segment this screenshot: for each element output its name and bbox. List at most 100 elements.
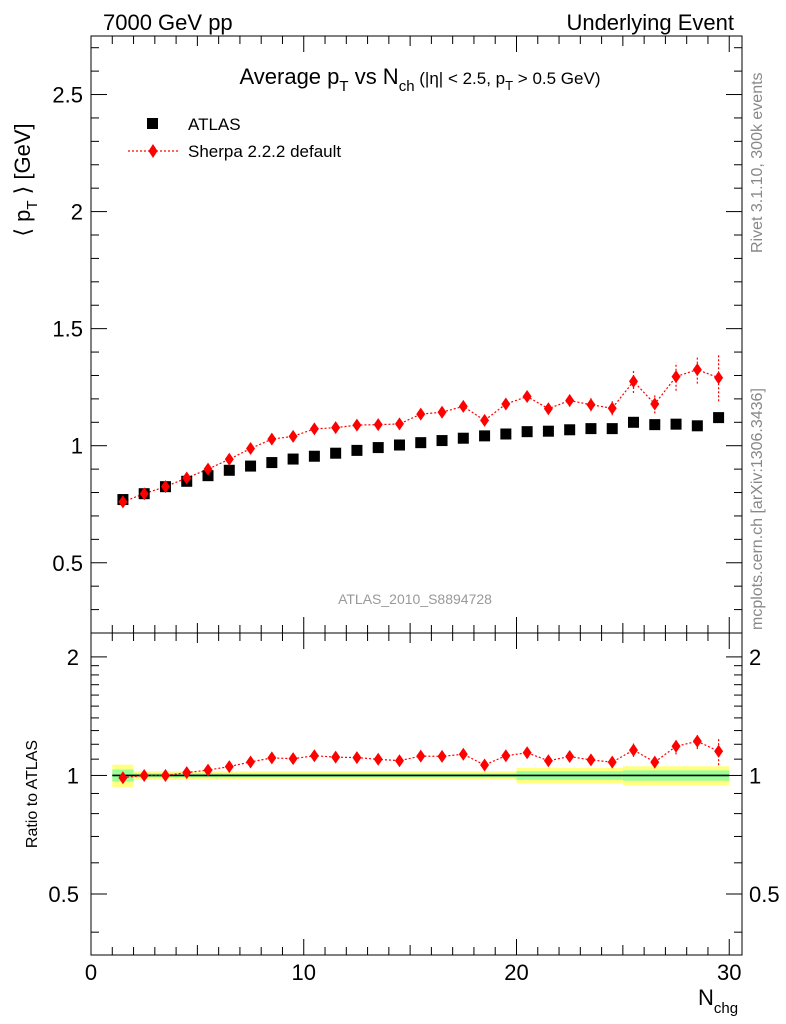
- atlas-data-point: [308, 450, 320, 462]
- atlas-data-point: [670, 418, 682, 430]
- sherpa-data-point: [629, 374, 638, 388]
- header-right-label: Underlying Event: [566, 10, 734, 35]
- sherpa-data-point: [437, 405, 447, 419]
- main-axes: 0.5 1 1.5 2 2.5: [52, 36, 742, 633]
- main-data-marks: [117, 354, 725, 509]
- atlas-data-point: [266, 457, 278, 469]
- ratio-data-point: [224, 760, 234, 774]
- sherpa-data-point: [309, 422, 319, 436]
- ratio-data-point: [352, 751, 362, 765]
- atlas-data-point: [606, 423, 618, 435]
- main-y-tick-label: 2.5: [52, 83, 83, 108]
- ratio-data-point: [501, 749, 511, 763]
- legend-sherpa-label: Sherpa 2.2.2 default: [188, 142, 341, 161]
- atlas-data-point: [436, 435, 448, 447]
- atlas-data-point: [415, 437, 427, 449]
- sherpa-data-point: [480, 413, 490, 427]
- sherpa-data-point: [650, 397, 660, 411]
- atlas-data-point: [245, 460, 257, 472]
- ratio-data-point: [586, 753, 596, 767]
- ratio-data-point: [416, 749, 426, 763]
- ratio-uncertainty-band: [112, 764, 730, 787]
- atlas-data-point: [585, 423, 597, 435]
- ratio-y-tick-label: 1: [67, 763, 79, 788]
- main-y-tick-label: 1: [71, 434, 83, 459]
- atlas-data-point: [691, 420, 703, 432]
- x-tick-label: 20: [504, 960, 528, 985]
- sherpa-data-point: [182, 471, 192, 485]
- atlas-data-point: [287, 453, 299, 465]
- ratio-data-point: [203, 763, 213, 777]
- ratio-data-point: [565, 750, 575, 764]
- sherpa-data-point: [543, 402, 553, 416]
- mcplots-label: mcplots.cern.ch [arXiv:1306.3436]: [749, 388, 766, 630]
- analysis-id-label: ATLAS_2010_S8894728: [338, 591, 492, 607]
- x-tick-label: 10: [292, 960, 316, 985]
- ratio-data-point: [309, 749, 319, 763]
- ratio-y-tick-label-right: 0.5: [749, 882, 780, 907]
- atlas-data-point: [542, 425, 554, 437]
- atlas-data-point: [351, 444, 363, 456]
- main-y-axis-label: ⟨ pT ⟩ [GeV]: [10, 123, 41, 236]
- ratio-data-point: [139, 768, 149, 782]
- ratio-y-tick-label-right: 2: [749, 645, 761, 670]
- atlas-data-point: [457, 432, 469, 444]
- main-plot-title: Average pT vs Nch (|η| < 2.5, pT > 0.5 G…: [240, 64, 601, 95]
- ratio-data-point: [118, 771, 128, 785]
- sherpa-data-point: [224, 452, 234, 466]
- ratio-data-point: [692, 734, 702, 748]
- sherpa-data-point: [522, 390, 532, 404]
- atlas-data-point: [479, 430, 491, 442]
- ratio-axes: 0.5 0.51 12 20 10 20 30: [48, 633, 780, 985]
- legend-atlas-marker: [147, 118, 158, 129]
- sherpa-data-point: [671, 370, 681, 384]
- x-tick-label: 0: [85, 960, 97, 985]
- atlas-data-point: [202, 470, 214, 482]
- sherpa-data-point: [607, 401, 617, 415]
- ratio-data-point: [480, 758, 490, 772]
- main-y-tick-label: 0.5: [52, 551, 83, 576]
- sherpa-data-point: [203, 462, 213, 476]
- sherpa-data-point: [586, 398, 596, 412]
- rivet-version-label: Rivet 3.1.10, 300k events: [749, 72, 766, 253]
- ratio-data-point: [246, 755, 256, 769]
- atlas-data-point: [628, 416, 639, 428]
- main-y-tick-label: 1.5: [52, 317, 83, 342]
- sherpa-data-point: [373, 418, 383, 432]
- sherpa-data-point: [160, 480, 170, 494]
- sherpa-data-point: [458, 399, 468, 413]
- ratio-data-point: [671, 739, 681, 753]
- ratio-data-point: [522, 746, 532, 760]
- sherpa-data-point: [352, 418, 362, 432]
- x-axis-label: Nchg: [698, 985, 738, 1017]
- legend-sherpa-marker: [148, 144, 158, 158]
- ratio-data-point: [331, 750, 341, 764]
- atlas-data-point: [500, 428, 512, 440]
- ratio-data-point: [543, 754, 553, 768]
- sherpa-data-point: [267, 432, 277, 446]
- ratio-data-point: [288, 752, 298, 766]
- atlas-data-point: [330, 447, 342, 459]
- sherpa-data-point: [501, 397, 511, 411]
- ratio-y-axis-label: Ratio to ATLAS: [24, 740, 41, 848]
- sherpa-data-point: [394, 417, 404, 431]
- legend: ATLAS Sherpa 2.2.2 default: [128, 115, 341, 161]
- ratio-y-tick-label: 0.5: [48, 882, 79, 907]
- ratio-y-tick-label: 2: [67, 645, 79, 670]
- legend-atlas-label: ATLAS: [188, 115, 241, 134]
- sherpa-data-point: [565, 394, 575, 408]
- ratio-data-point: [267, 751, 277, 765]
- ratio-data-point: [607, 755, 617, 769]
- atlas-data-point: [649, 419, 661, 431]
- ratio-data-point: [629, 743, 638, 757]
- ratio-data-point: [160, 768, 170, 782]
- ratio-data-point: [373, 752, 383, 766]
- atlas-data-point: [564, 424, 576, 436]
- ratio-y-tick-label-right: 1: [749, 763, 761, 788]
- atlas-data-point: [372, 442, 384, 454]
- sherpa-data-point: [246, 442, 256, 456]
- atlas-data-point: [393, 439, 405, 451]
- header-left-label: 7000 GeV pp: [103, 10, 233, 35]
- sherpa-data-point: [714, 371, 724, 385]
- x-tick-label: 30: [717, 960, 741, 985]
